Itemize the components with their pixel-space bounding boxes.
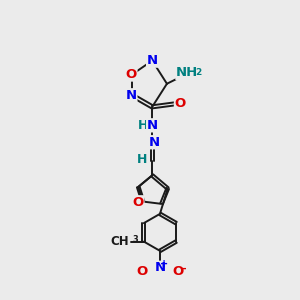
Text: N: N [147, 54, 158, 67]
Text: N: N [126, 89, 137, 102]
Text: +: + [160, 259, 168, 269]
Text: N: N [149, 136, 160, 149]
Text: CH: CH [110, 235, 129, 248]
Text: O: O [133, 196, 144, 209]
Text: N: N [154, 261, 166, 274]
Text: N: N [147, 119, 158, 132]
Text: O: O [172, 265, 183, 278]
Text: 2: 2 [195, 68, 201, 77]
Text: -: - [181, 263, 185, 274]
Text: O: O [136, 265, 148, 278]
Text: O: O [175, 97, 186, 110]
Text: O: O [126, 68, 137, 81]
Text: 3: 3 [132, 235, 138, 244]
Text: H: H [138, 119, 148, 132]
Text: H: H [137, 153, 147, 166]
Text: NH: NH [176, 67, 198, 80]
